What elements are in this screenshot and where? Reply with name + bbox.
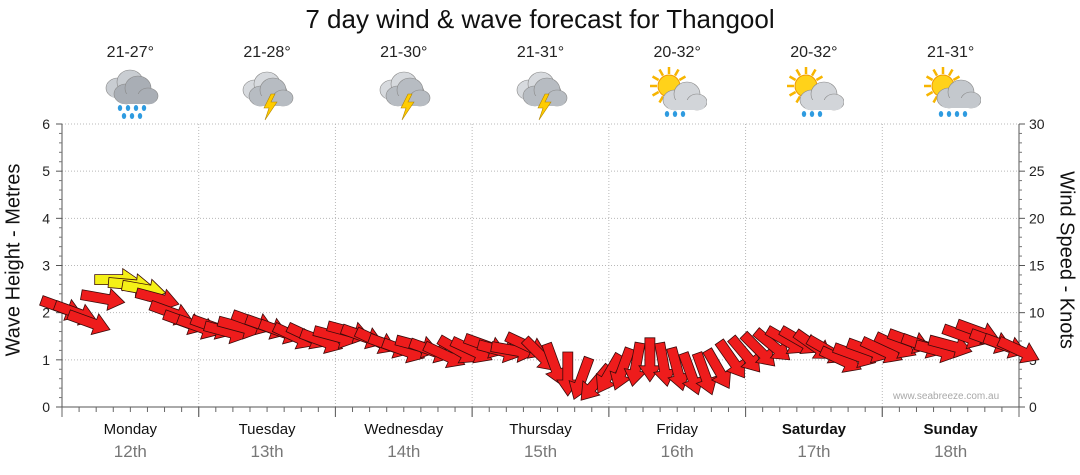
wind-arrow	[623, 341, 647, 387]
y-tick-label-right: 20	[1029, 210, 1045, 226]
date-label: 15th	[523, 442, 558, 461]
day-label: Saturday	[781, 421, 847, 438]
day-label: Tuesday	[238, 421, 296, 438]
date-label: 17th	[797, 442, 831, 461]
wind-arrow	[702, 347, 732, 389]
y-axis-left-label: Wave Height - Metres	[2, 163, 25, 357]
date-label: 13th	[250, 442, 284, 461]
y-tick-label-left: 1	[42, 352, 50, 368]
day-temperature: 20-32°	[790, 44, 838, 61]
day-label: Thursday	[509, 421, 572, 438]
day-temperature: 21-30°	[380, 44, 428, 61]
wind-arrow	[652, 341, 677, 387]
rain-cloud-icon	[100, 64, 160, 124]
sun-cloud-shower-icon	[647, 64, 708, 124]
wind-arrows	[39, 267, 1040, 401]
y-tick-label-left: 4	[42, 210, 50, 226]
chart-title: 7 day wind & wave forecast for Thangool	[305, 4, 775, 34]
sun-cloud-shower-icon	[784, 64, 845, 124]
y-tick-label-left: 6	[42, 116, 50, 132]
y-axis-right-label: Wind Speed - Knots	[1055, 171, 1078, 349]
y-tick-label-right: 30	[1029, 116, 1045, 132]
date-label: 18th	[934, 442, 968, 461]
day-temperature: 21-31°	[926, 44, 975, 61]
thunderstorm-icon	[237, 64, 297, 124]
thunderstorm-icon	[374, 64, 434, 124]
y-tick-label-right: 0	[1029, 399, 1037, 415]
day-temperature: 21-28°	[243, 44, 291, 61]
wind-arrow	[66, 309, 111, 336]
wind-arrow	[714, 338, 745, 379]
wind-arrow	[727, 334, 761, 373]
wind-arrow	[666, 346, 691, 392]
wind-arrow	[541, 341, 568, 386]
day-temperature: 21-27°	[106, 44, 154, 61]
watermark: www.seabreeze.com.au	[893, 391, 1000, 402]
day-temperature: 21-31°	[516, 44, 565, 61]
wind-arrow	[80, 287, 126, 312]
y-tick-label-right: 25	[1029, 163, 1045, 179]
day-label: Friday	[656, 421, 699, 438]
y-tick-label-right: 10	[1029, 305, 1045, 321]
y-tick-label-left: 2	[42, 305, 50, 321]
wind-arrow	[927, 334, 973, 359]
y-tick-label-left: 0	[42, 399, 50, 415]
y-tick-label-left: 3	[42, 258, 50, 274]
wind-arrow	[739, 330, 776, 367]
day-label: Wednesday	[364, 421, 444, 438]
wind-arrow	[609, 346, 636, 391]
thunderstorm-icon	[511, 64, 571, 124]
day-temperature: 20-32°	[653, 44, 701, 61]
date-label: 16th	[660, 442, 694, 461]
wind-arrow	[996, 336, 1040, 364]
wind-arrow	[638, 337, 662, 383]
day-label: Monday	[103, 421, 158, 438]
date-label: 12th	[113, 442, 147, 461]
sun-cloud-rain-icon	[921, 64, 981, 124]
day-label: Sunday	[923, 421, 978, 438]
wind-arrow	[752, 327, 791, 361]
date-label: 14th	[387, 442, 421, 461]
wind-arrow	[691, 351, 718, 396]
y-tick-label-left: 5	[42, 163, 50, 179]
y-tick-label-right: 15	[1029, 258, 1045, 274]
